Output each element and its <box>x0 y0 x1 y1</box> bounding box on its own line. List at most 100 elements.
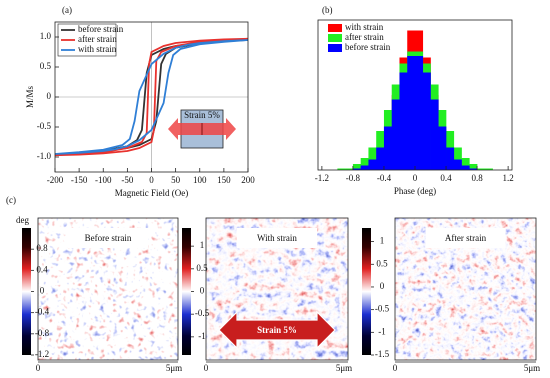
y-axis-label: M/Ms <box>25 86 35 109</box>
x-tick-label: -200 <box>47 175 64 185</box>
hist-bar <box>376 147 385 170</box>
map-title: With strain <box>257 233 297 243</box>
x-label: 5μm <box>166 363 182 373</box>
panel-label: (c) <box>6 195 16 205</box>
hist-bar <box>391 99 400 170</box>
colorbar-tick-label: 1 <box>380 236 385 246</box>
hist-bar <box>383 126 393 170</box>
hist-bar <box>446 147 455 170</box>
colorbar-tick-label: 0 <box>200 286 205 296</box>
hist-bar <box>407 56 416 170</box>
colorbar-tick-label: 0 <box>380 281 385 291</box>
hist-bar <box>415 56 424 170</box>
colorbar-tick-label: -1 <box>378 326 386 336</box>
colorbar <box>362 228 371 355</box>
legend-label: before strain <box>78 24 124 34</box>
x-tick-label: 150 <box>217 175 231 185</box>
colorbar-tick-label: 0 <box>40 286 45 296</box>
colorbar-tick-label: -1.5 <box>375 349 390 359</box>
legend-label: after strain <box>78 34 117 44</box>
y-tick-label: 1.0 <box>40 31 52 41</box>
colorbar-tick-label: -0.4 <box>35 307 50 317</box>
x-tick-label: -1.2 <box>315 173 329 183</box>
colorbar-tick-label: 1 <box>200 240 205 250</box>
hist-bar <box>484 168 493 170</box>
colorbar-tick-label: 0.5 <box>376 258 388 268</box>
inset: Strain 5% <box>168 109 236 149</box>
colorbar-tick-label: -0.8 <box>35 328 50 338</box>
x-label: 0 <box>204 363 209 373</box>
legend-label: after strain <box>345 32 384 42</box>
hist-bar <box>469 168 478 170</box>
title-box <box>237 228 317 248</box>
x-tick-label: 0.8 <box>471 173 483 183</box>
colorbar-tick-label: -0.5 <box>375 304 390 314</box>
hist-bar <box>368 147 377 170</box>
hist-bar <box>360 158 369 170</box>
x-tick-label: 200 <box>241 175 255 185</box>
y-tick-label: -1.0 <box>37 151 52 161</box>
y-tick-label: 0 <box>47 91 52 101</box>
map-title: Before strain <box>85 233 132 243</box>
x-tick-label: 1.2 <box>502 173 513 183</box>
x-tick-label: -150 <box>71 175 88 185</box>
x-tick-label: 0.4 <box>440 173 452 183</box>
x-label: 5μm <box>336 363 352 373</box>
hist-bar <box>453 159 462 170</box>
colorbar-tick-label: 0.5 <box>196 263 208 273</box>
colorbar-tick-label: -0.5 <box>195 308 210 318</box>
legend-swatch <box>328 34 342 42</box>
hist-bar <box>360 165 369 170</box>
x-axis-label: Phase (deg) <box>394 186 436 196</box>
hist-bar <box>345 168 354 170</box>
legend-label: before strain <box>345 42 391 52</box>
hist-bar <box>422 72 431 170</box>
hist-bar <box>477 168 486 170</box>
inset-label: Strain 5% <box>184 110 220 120</box>
x-label: 5μm <box>524 363 540 373</box>
x-tick-label: 50 <box>171 175 181 185</box>
strain-arrow <box>218 310 336 350</box>
legend-label: with strain <box>78 44 117 54</box>
hist-bar <box>430 99 439 170</box>
legend-label: with strain <box>345 22 384 32</box>
colorbar-unit: deg <box>16 215 29 225</box>
hist-bar <box>461 165 470 170</box>
x-tick-label: 0 <box>413 173 418 183</box>
map-title: After strain <box>445 233 487 243</box>
map-frame <box>394 217 537 361</box>
x-tick-label: -50 <box>121 175 133 185</box>
hist-bar <box>461 158 470 170</box>
x-tick-label: 0 <box>149 175 154 185</box>
colorbar-tick-label: 0.8 <box>36 243 48 253</box>
y-tick-label: 0.5 <box>40 61 52 71</box>
title-box <box>68 228 148 248</box>
panel-label: (a) <box>62 5 72 15</box>
x-tick-label: -0.4 <box>377 173 392 183</box>
map-frame <box>205 217 349 361</box>
colorbar <box>182 228 191 355</box>
x-tick-label: -100 <box>95 175 112 185</box>
hist-bar <box>399 72 408 170</box>
hist-bar <box>337 168 346 170</box>
legend-box <box>57 23 117 57</box>
x-label: 0 <box>393 363 398 373</box>
strain-label: Strain 5% <box>257 325 297 335</box>
map-frame <box>37 217 179 361</box>
colorbar-tick-label: -1.2 <box>35 349 49 359</box>
hist-bar <box>453 147 462 170</box>
hist-bar <box>438 126 447 170</box>
x-axis-label: Magnetic Field (Oe) <box>115 188 188 198</box>
hist-bar <box>469 164 478 170</box>
colorbar-tick-label: -1 <box>198 331 206 341</box>
panel-label: (b) <box>322 5 333 15</box>
title-box <box>425 228 506 248</box>
x-tick-label: -0.8 <box>346 173 361 183</box>
hist-bar <box>352 164 361 170</box>
x-tick-label: 100 <box>193 175 207 185</box>
x-label: 0 <box>36 363 41 373</box>
colorbar-tick-label: 0.4 <box>36 264 48 274</box>
plot-frame <box>54 21 249 173</box>
